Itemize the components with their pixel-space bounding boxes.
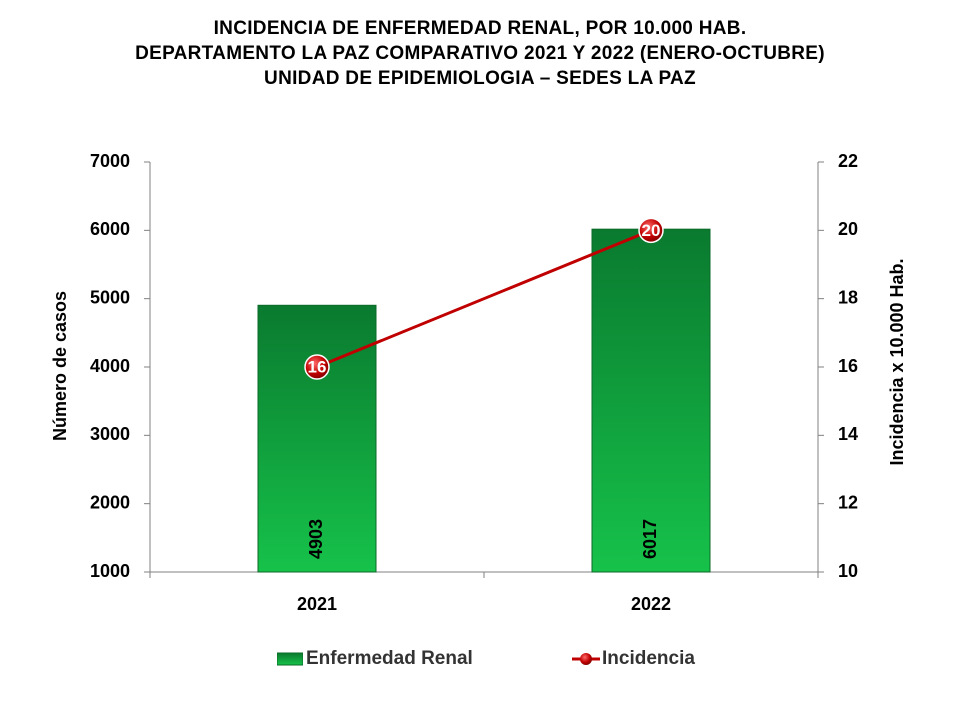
y-tick-label-left: 3000 xyxy=(90,424,130,444)
chart-title: INCIDENCIA DE ENFERMEDAD RENAL, POR 10.0… xyxy=(0,16,960,91)
bar-value-label: 6017 xyxy=(640,519,660,559)
y-axis-right-label: Incidencia x 10.000 Hab. xyxy=(887,258,907,465)
combo-chart: 1000 2000 3000 4000 5000 6000 7000 10 12 14 16 18 20… xyxy=(50,151,907,614)
y-tick-label-left: 4000 xyxy=(90,356,130,376)
title-line-2: DEPARTAMENTO LA PAZ COMPARATIVO 2021 Y 2… xyxy=(135,43,825,64)
title-line-3: UNIDAD DE EPIDEMIOLOGIA – SEDES LA PAZ xyxy=(264,68,696,89)
title-line-1: INCIDENCIA DE ENFERMEDAD RENAL, POR 10.0… xyxy=(213,18,747,39)
bar-value-label: 4903 xyxy=(306,519,326,559)
y-tick-label-right: 20 xyxy=(838,219,858,239)
y-tick-label-left: 2000 xyxy=(90,492,130,512)
y-tick-label-left: 1000 xyxy=(90,561,130,581)
incidence-value-label: 20 xyxy=(642,221,661,240)
y-tick-label-right: 14 xyxy=(838,424,858,444)
incidence-marker xyxy=(304,354,330,380)
y-tick-label-left: 7000 xyxy=(90,151,130,171)
y-tick-label-right: 18 xyxy=(838,287,858,307)
bar xyxy=(591,228,711,573)
legend-label-bar: Enfermedad Renal xyxy=(306,648,473,669)
x-tick-label: 2022 xyxy=(631,594,671,614)
legend-item-line: Incidencia xyxy=(572,646,695,672)
y-tick-label-right: 10 xyxy=(838,561,858,581)
y-tick-label-right: 16 xyxy=(838,356,858,376)
y-tick-label-right: 22 xyxy=(838,151,858,171)
legend-label-line: Incidencia xyxy=(602,648,695,669)
incidence-line xyxy=(316,228,652,369)
legend: Enfermedad Renal Incidencia xyxy=(0,646,960,672)
legend-item-bar: Enfermedad Renal xyxy=(277,646,473,672)
incidence-value-label: 16 xyxy=(308,357,327,376)
y-tick-label-left: 5000 xyxy=(90,287,130,307)
incidence-marker xyxy=(638,217,664,244)
legend-swatch-line xyxy=(572,653,600,665)
x-tick-label: 2021 xyxy=(297,594,337,614)
legend-swatch-bar xyxy=(277,652,303,666)
y-tick-label-left: 6000 xyxy=(90,219,130,239)
y-axis-left-label: Número de casos xyxy=(50,291,70,441)
y-tick-label-right: 12 xyxy=(838,492,858,512)
